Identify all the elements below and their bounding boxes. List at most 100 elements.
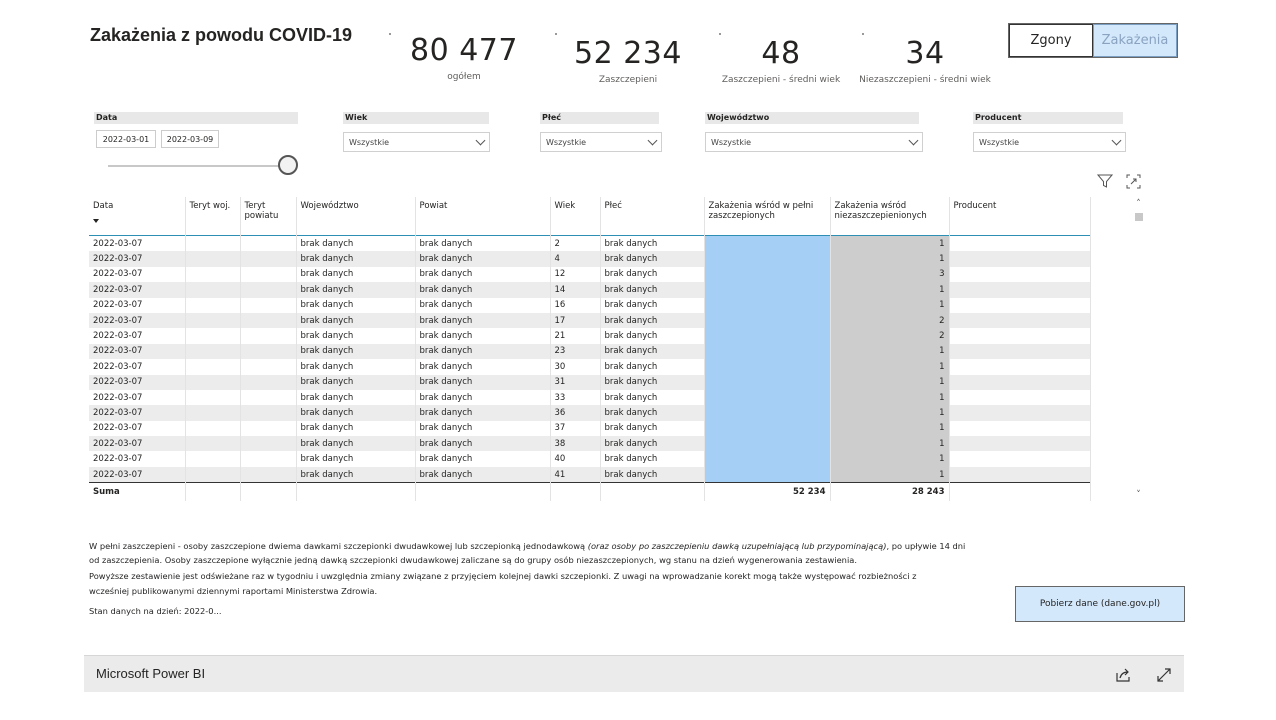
column-header-teryt-woj[interactable]: Teryt woj. bbox=[185, 197, 241, 236]
table-cell: brak danych bbox=[296, 374, 416, 390]
table-row[interactable]: 2022-03-07 brak danych brak danych 12 brak d… bbox=[89, 266, 1091, 283]
notes-block: W pełni zaszczepieni - osoby zaszczepion… bbox=[89, 538, 1009, 619]
table-row[interactable]: 2022-03-07 brak danych brak danych 33 brak d… bbox=[89, 389, 1091, 406]
total-vaccinated: 52 234 bbox=[704, 482, 831, 502]
table-cell: brak danych bbox=[600, 235, 705, 252]
voivodeship-dropdown[interactable]: Wszystkie bbox=[705, 132, 923, 152]
table-cell: 2 bbox=[830, 328, 950, 344]
scroll-down-icon[interactable]: ˅ bbox=[1136, 490, 1141, 500]
table-row[interactable]: 2022-03-07 brak danych brak danych 31 brak d… bbox=[89, 374, 1091, 390]
table-cell bbox=[185, 343, 241, 360]
column-header-voivodeship[interactable]: Województwo bbox=[296, 197, 416, 236]
sort-desc-icon bbox=[93, 219, 99, 223]
table-cell bbox=[949, 389, 1091, 406]
column-header-sex[interactable]: Płeć bbox=[600, 197, 705, 236]
table-cell bbox=[185, 405, 241, 421]
fullscreen-icon[interactable] bbox=[1156, 667, 1172, 687]
table-cell bbox=[185, 451, 241, 467]
table-cell bbox=[949, 359, 1091, 375]
table-row[interactable]: 2022-03-07 brak danych brak danych 41 brak d… bbox=[89, 466, 1091, 483]
table-row[interactable]: 2022-03-07 brak danych brak danych 14 brak d… bbox=[89, 282, 1091, 298]
table-row[interactable]: 2022-03-07 brak danych brak danych 4 brak da… bbox=[89, 251, 1091, 267]
sex-dropdown[interactable]: Wszystkie bbox=[540, 132, 662, 152]
focus-mode-icon[interactable] bbox=[1126, 174, 1141, 193]
table-cell: 33 bbox=[550, 389, 601, 406]
table-row[interactable]: 2022-03-07 brak danych brak danych 16 brak d… bbox=[89, 297, 1091, 313]
table-cell bbox=[185, 312, 241, 329]
producer-dropdown[interactable]: Wszystkie bbox=[973, 132, 1126, 152]
filter-icon[interactable] bbox=[1096, 173, 1114, 193]
date-slider-handle[interactable] bbox=[278, 155, 298, 175]
table-cell bbox=[185, 436, 241, 452]
table-cell: brak danych bbox=[296, 328, 416, 344]
note-text: W pełni zaszczepieni - osoby zaszczepion… bbox=[89, 541, 588, 551]
table-scrollbar[interactable]: ˄ ˅ bbox=[1134, 200, 1143, 500]
table-cell bbox=[240, 297, 297, 313]
table-cell bbox=[240, 235, 297, 252]
table-row[interactable]: 2022-03-07 brak danych brak danych 38 brak d… bbox=[89, 436, 1091, 452]
note-line-2: od zaszczepienia. Osoby zaszczepione wył… bbox=[89, 555, 857, 565]
column-header-producer[interactable]: Producent bbox=[949, 197, 1091, 236]
table-cell: brak danych bbox=[415, 328, 551, 344]
table-row[interactable]: 2022-03-07 brak danych brak danych 23 brak d… bbox=[89, 343, 1091, 360]
toggle-deaths-button[interactable]: Zgony bbox=[1009, 24, 1093, 57]
column-header-county[interactable]: Powiat bbox=[415, 197, 551, 236]
table-cell: 23 bbox=[550, 343, 601, 360]
column-header-age[interactable]: Wiek bbox=[550, 197, 601, 236]
page-title: Zakażenia z powodu COVID-19 bbox=[90, 25, 353, 45]
table-cell bbox=[949, 343, 1091, 360]
download-data-button[interactable]: Pobierz dane (dane.gov.pl) bbox=[1015, 586, 1185, 622]
table-cell bbox=[240, 451, 297, 467]
column-header-teryt-powiatu[interactable]: Teryt powiatu bbox=[240, 197, 297, 236]
powerbi-brand[interactable]: Microsoft Power BI bbox=[96, 666, 206, 681]
kpi-vaccinated: 52 234 Zaszczepieni bbox=[569, 36, 687, 85]
date-slider-track[interactable] bbox=[108, 165, 292, 167]
table-cell: 30 bbox=[550, 359, 601, 375]
table-cell bbox=[240, 374, 297, 390]
table-cell: 1 bbox=[830, 420, 950, 437]
table-row[interactable]: 2022-03-07 brak danych brak danych 17 brak d… bbox=[89, 312, 1091, 329]
table-body: 2022-03-07 brak danych brak danych 2 brak da… bbox=[89, 235, 1091, 483]
table-row[interactable]: 2022-03-07 brak danych brak danych 36 brak d… bbox=[89, 405, 1091, 421]
table-cell bbox=[415, 482, 551, 502]
table-cell: 2022-03-07 bbox=[89, 343, 186, 360]
table-cell bbox=[704, 374, 831, 390]
table-cell bbox=[240, 436, 297, 452]
table-cell: brak danych bbox=[415, 312, 551, 329]
table-cell: 1 bbox=[830, 466, 950, 483]
kpi-total: 80 477 ogółem bbox=[405, 33, 523, 82]
scrollbar-thumb[interactable] bbox=[1134, 213, 1143, 221]
table-cell: brak danych bbox=[600, 374, 705, 390]
age-dropdown[interactable]: Wszystkie bbox=[343, 132, 490, 152]
table-row[interactable]: 2022-03-07 brak danych brak danych 30 brak d… bbox=[89, 359, 1091, 375]
table-cell: brak danych bbox=[296, 235, 416, 252]
column-header-vaccinated-infections[interactable]: Zakażenia wśród w pełni zaszczepionych bbox=[704, 197, 831, 236]
table-cell bbox=[704, 466, 831, 483]
share-icon[interactable] bbox=[1115, 667, 1131, 687]
column-header-unvaccinated-infections[interactable]: Zakażenia wśród niezaszczepienionych bbox=[830, 197, 950, 236]
table-row[interactable]: 2022-03-07 brak danych brak danych 2 brak da… bbox=[89, 235, 1091, 252]
kpi-value: 34 bbox=[905, 36, 945, 71]
table-cell bbox=[185, 359, 241, 375]
table-cell bbox=[185, 420, 241, 437]
table-cell: 2022-03-07 bbox=[89, 251, 186, 267]
date-to-input[interactable]: 2022-03-09 bbox=[161, 130, 219, 148]
table-cell: brak danych bbox=[415, 389, 551, 406]
data-status: Stan danych na dzień: 2022-0... bbox=[89, 606, 222, 616]
column-header-date[interactable]: Data bbox=[89, 197, 186, 236]
toggle-infections-button[interactable]: Zakażenia bbox=[1093, 24, 1177, 57]
table-cell bbox=[185, 374, 241, 390]
table-cell bbox=[240, 466, 297, 483]
table-row[interactable]: 2022-03-07 brak danych brak danych 37 brak d… bbox=[89, 420, 1091, 437]
date-from-input[interactable]: 2022-03-01 bbox=[96, 130, 156, 148]
table-row[interactable]: 2022-03-07 brak danych brak danych 21 brak d… bbox=[89, 328, 1091, 344]
table-row[interactable]: 2022-03-07 brak danych brak danych 40 brak d… bbox=[89, 451, 1091, 467]
table-cell bbox=[240, 482, 297, 502]
age-dropdown-value: Wszystkie bbox=[349, 137, 390, 147]
table-cell: brak danych bbox=[415, 436, 551, 452]
scroll-up-icon[interactable]: ˄ bbox=[1136, 199, 1141, 209]
table-cell bbox=[704, 312, 831, 329]
table-header-row: Data Teryt woj. Teryt powiatu Województw… bbox=[89, 197, 1091, 236]
table-cell: 1 bbox=[830, 297, 950, 313]
kpi-label: Zaszczepieni bbox=[598, 75, 658, 85]
